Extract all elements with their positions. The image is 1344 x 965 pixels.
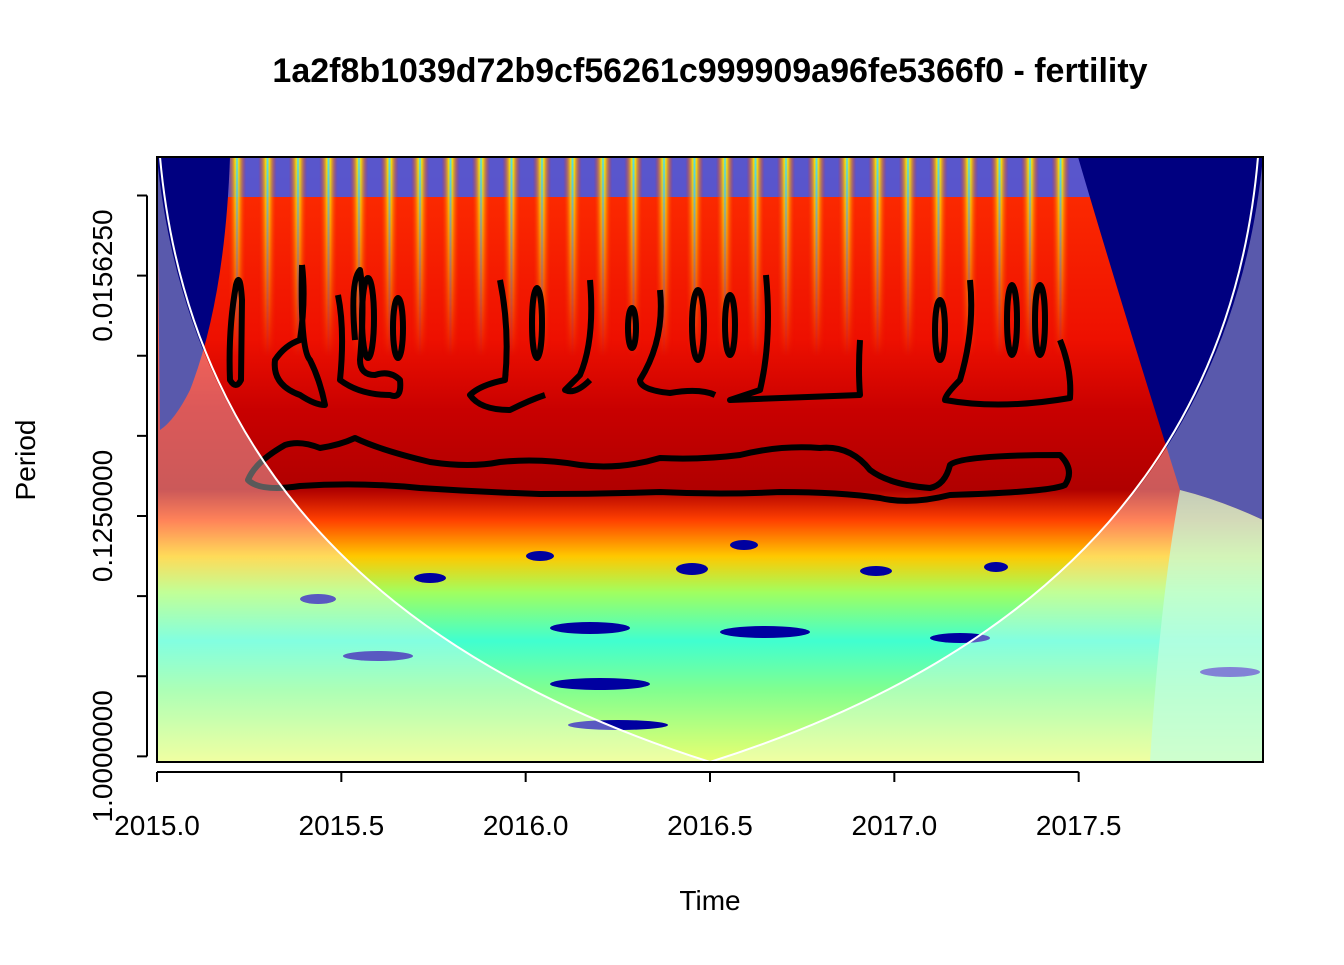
y-axis-label: Period [10, 420, 41, 501]
y-tick-label: 0.0156250 [87, 209, 118, 341]
power-map [157, 157, 1263, 762]
x-tick-label: 2015.5 [299, 810, 385, 841]
y-tick-label: 0.1250000 [87, 450, 118, 582]
y-tick-label: 1.0000000 [87, 690, 118, 822]
chart-title: 1a2f8b1039d72b9cf56261c999909a96fe5366f0… [272, 52, 1147, 90]
x-tick-label: 2015.0 [114, 810, 200, 841]
x-tick-label: 2016.5 [667, 810, 753, 841]
plot-frame [156, 156, 1264, 763]
x-tick-label: 2016.0 [483, 810, 569, 841]
x-axis-label: Time [679, 885, 740, 916]
x-tick-label: 2017.0 [852, 810, 938, 841]
x-tick-label: 2017.5 [1036, 810, 1122, 841]
